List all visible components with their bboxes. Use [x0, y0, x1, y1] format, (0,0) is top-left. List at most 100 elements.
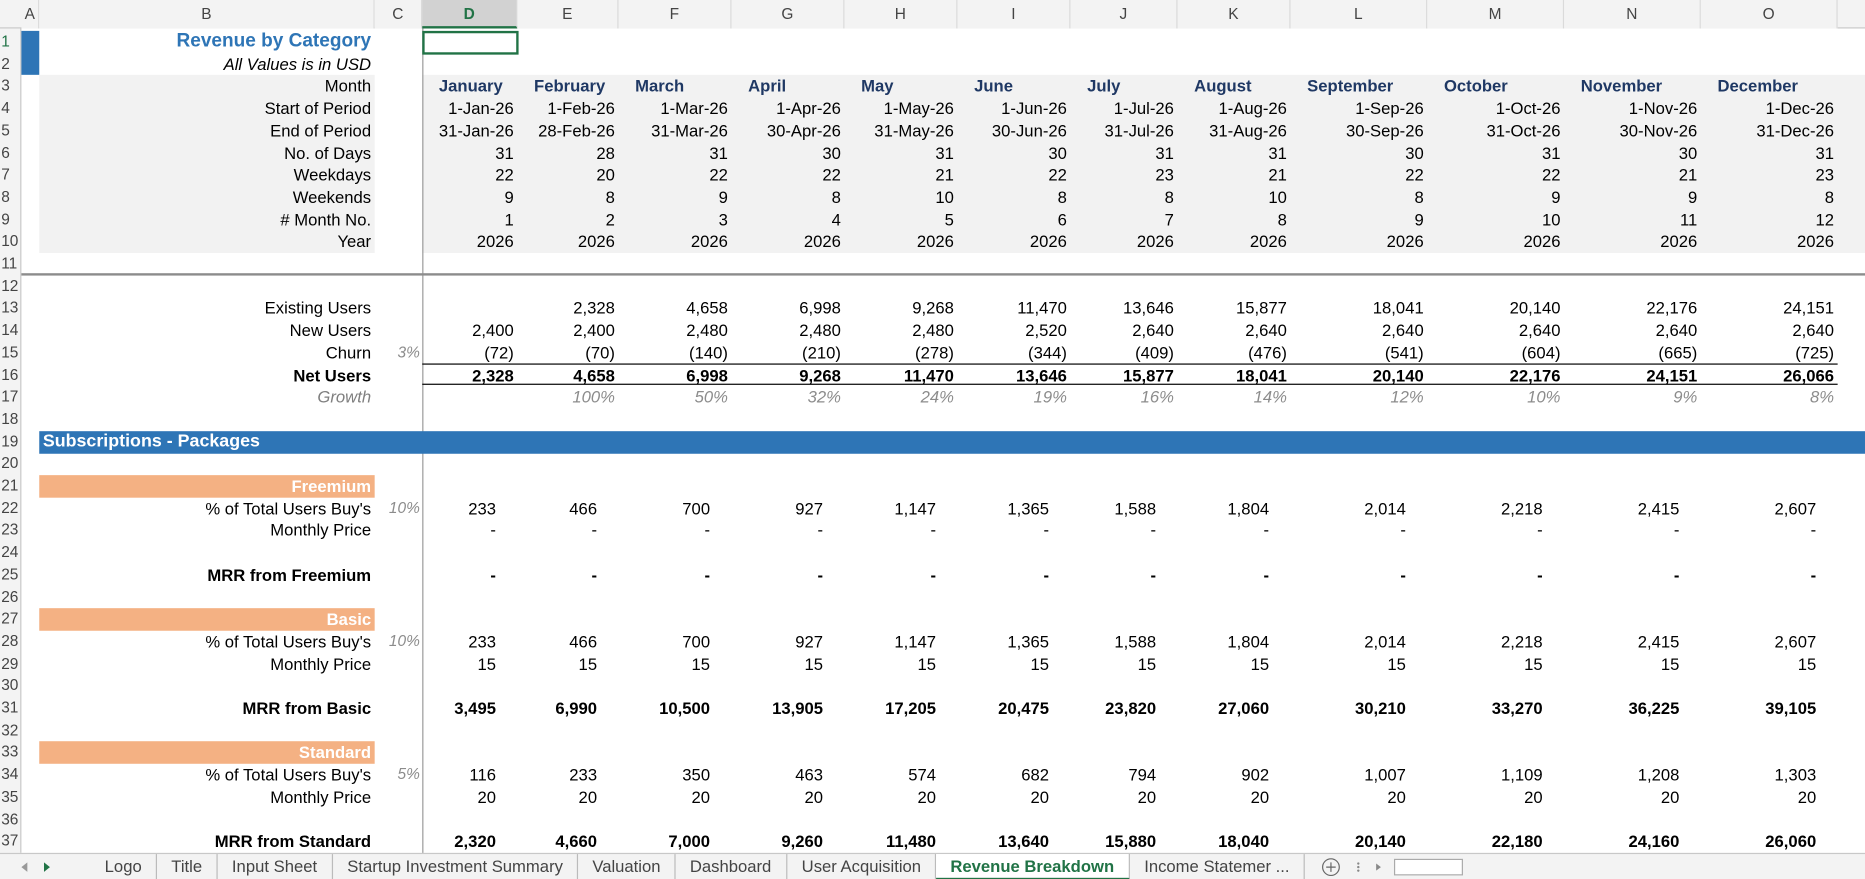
cell-value: 30,210 [1354, 698, 1406, 718]
row-label: Monthly Price [270, 787, 372, 807]
row-number[interactable]: 19 [1, 431, 19, 450]
sheet-tab[interactable]: Income Statemer ... [1130, 854, 1305, 879]
row-number[interactable]: 32 [1, 720, 19, 739]
row-number[interactable]: 26 [1, 587, 19, 606]
row-number[interactable]: 6 [1, 143, 10, 161]
column-header[interactable]: B [39, 0, 375, 29]
horizontal-scrollbar[interactable] [1393, 858, 1463, 876]
sheet-tab[interactable]: User Acquisition [787, 854, 937, 879]
row-number[interactable]: 29 [1, 654, 19, 672]
sheet-tab[interactable]: Title [157, 854, 218, 879]
column-header[interactable]: L [1290, 0, 1428, 29]
sheet-tab[interactable]: Dashboard [676, 854, 787, 879]
cell-value: 1-Jun-26 [1001, 98, 1067, 118]
add-sheet-button[interactable] [1314, 854, 1385, 879]
sheet-tab[interactable]: Logo [90, 854, 158, 879]
row-number[interactable]: 8 [1, 187, 10, 206]
group-header: Freemium [39, 475, 375, 498]
column-header[interactable]: I [957, 0, 1071, 29]
row-label: % of Total Users Buy's [205, 498, 372, 518]
cell-value: 6,990 [555, 698, 598, 718]
column-header[interactable]: N [1564, 0, 1701, 29]
row-number[interactable]: 5 [1, 120, 10, 139]
cell-value: 574 [908, 765, 937, 785]
cell-value: 2 [605, 209, 615, 229]
row-number[interactable]: 36 [1, 809, 19, 828]
row-label: Monthly Price [270, 520, 372, 540]
sheet-tab[interactable]: Revenue Breakdown [936, 854, 1130, 879]
cell-value: 30-Nov-26 [1619, 120, 1698, 140]
cell-value: 26,066 [1783, 365, 1835, 385]
sheet-tab[interactable]: Input Sheet [218, 854, 333, 879]
row-number[interactable]: 20 [1, 454, 19, 472]
row-number[interactable]: 33 [1, 742, 19, 761]
row-number[interactable]: 23 [1, 520, 19, 539]
row-number[interactable]: 25 [1, 565, 19, 583]
cell-value: 9 [1551, 187, 1561, 207]
cell-value: 1-Feb-26 [547, 98, 615, 118]
cell-value: 31 [1155, 143, 1174, 163]
cell-value: 28-Feb-26 [538, 120, 615, 140]
cell-value: - [817, 520, 824, 540]
row-number[interactable]: 9 [1, 209, 10, 228]
row-number[interactable]: 35 [1, 787, 19, 806]
cell-value: 20 [1387, 787, 1406, 807]
row-number[interactable]: 31 [1, 698, 19, 717]
row-number[interactable]: 15 [1, 343, 19, 361]
column-header[interactable]: H [844, 0, 958, 29]
row-number[interactable]: 27 [1, 609, 19, 628]
row-label: No. of Days [284, 143, 372, 163]
column-header[interactable]: A [21, 0, 40, 29]
sheet-tab[interactable]: Valuation [578, 854, 676, 879]
cell-value: 2,400 [472, 320, 514, 340]
row-number[interactable]: 17 [1, 387, 19, 406]
column-header[interactable]: J [1070, 0, 1178, 29]
row-number[interactable]: 18 [1, 409, 19, 428]
column-header[interactable]: D [422, 0, 518, 29]
row-number[interactable]: 14 [1, 320, 19, 339]
column-header[interactable]: C [374, 0, 423, 29]
row-number[interactable]: 1 [1, 32, 10, 50]
row-number[interactable]: 34 [1, 765, 19, 783]
row-number[interactable]: 37 [1, 831, 19, 850]
cell-value: 11,480 [886, 831, 937, 851]
row-note: 10% [388, 631, 420, 650]
row-number[interactable]: 28 [1, 631, 19, 650]
row-label: Monthly Price [270, 654, 372, 674]
row-number[interactable]: 16 [1, 365, 19, 384]
row-number[interactable]: 3 [1, 76, 10, 95]
row-number[interactable]: 11 [1, 254, 18, 273]
cell-value: 31-Jul-26 [1104, 120, 1174, 140]
row-number[interactable]: 24 [1, 542, 19, 561]
column-header[interactable]: E [517, 0, 619, 29]
row-number[interactable]: 21 [1, 476, 19, 495]
selected-cell[interactable] [422, 30, 519, 55]
row-number[interactable]: 30 [1, 676, 19, 695]
tab-scroll-arrows[interactable] [0, 854, 71, 879]
row-number[interactable]: 22 [1, 498, 19, 517]
cell-value: 17,205 [885, 698, 937, 718]
row-number[interactable]: 2 [1, 54, 10, 73]
cell-value: 30 [1048, 143, 1067, 163]
row-number[interactable]: 13 [1, 298, 19, 317]
column-header[interactable]: G [731, 0, 845, 29]
column-header[interactable]: F [618, 0, 732, 29]
sheet-tab[interactable]: Startup Investment Summary [333, 854, 579, 879]
row-number[interactable]: 10 [1, 231, 19, 250]
cell-value: 2,328 [472, 365, 514, 385]
cell-value: 8% [1810, 387, 1835, 407]
column-header[interactable]: O [1700, 0, 1838, 29]
column-header[interactable]: K [1177, 0, 1291, 29]
row-number[interactable]: 12 [1, 276, 19, 295]
row-number[interactable]: 7 [1, 165, 10, 184]
row-label: Month [324, 76, 372, 96]
cell-value: 11 [1679, 209, 1698, 229]
cell-value: - [1537, 565, 1543, 585]
column-header[interactable]: M [1427, 0, 1565, 29]
row-number[interactable]: 4 [1, 98, 10, 117]
month-header: May [861, 76, 894, 96]
cell-value: 39,105 [1765, 698, 1817, 718]
cell-value: 927 [795, 631, 824, 651]
row-label: MRR from Standard [214, 831, 372, 851]
cell-value: 2026 [476, 231, 514, 251]
